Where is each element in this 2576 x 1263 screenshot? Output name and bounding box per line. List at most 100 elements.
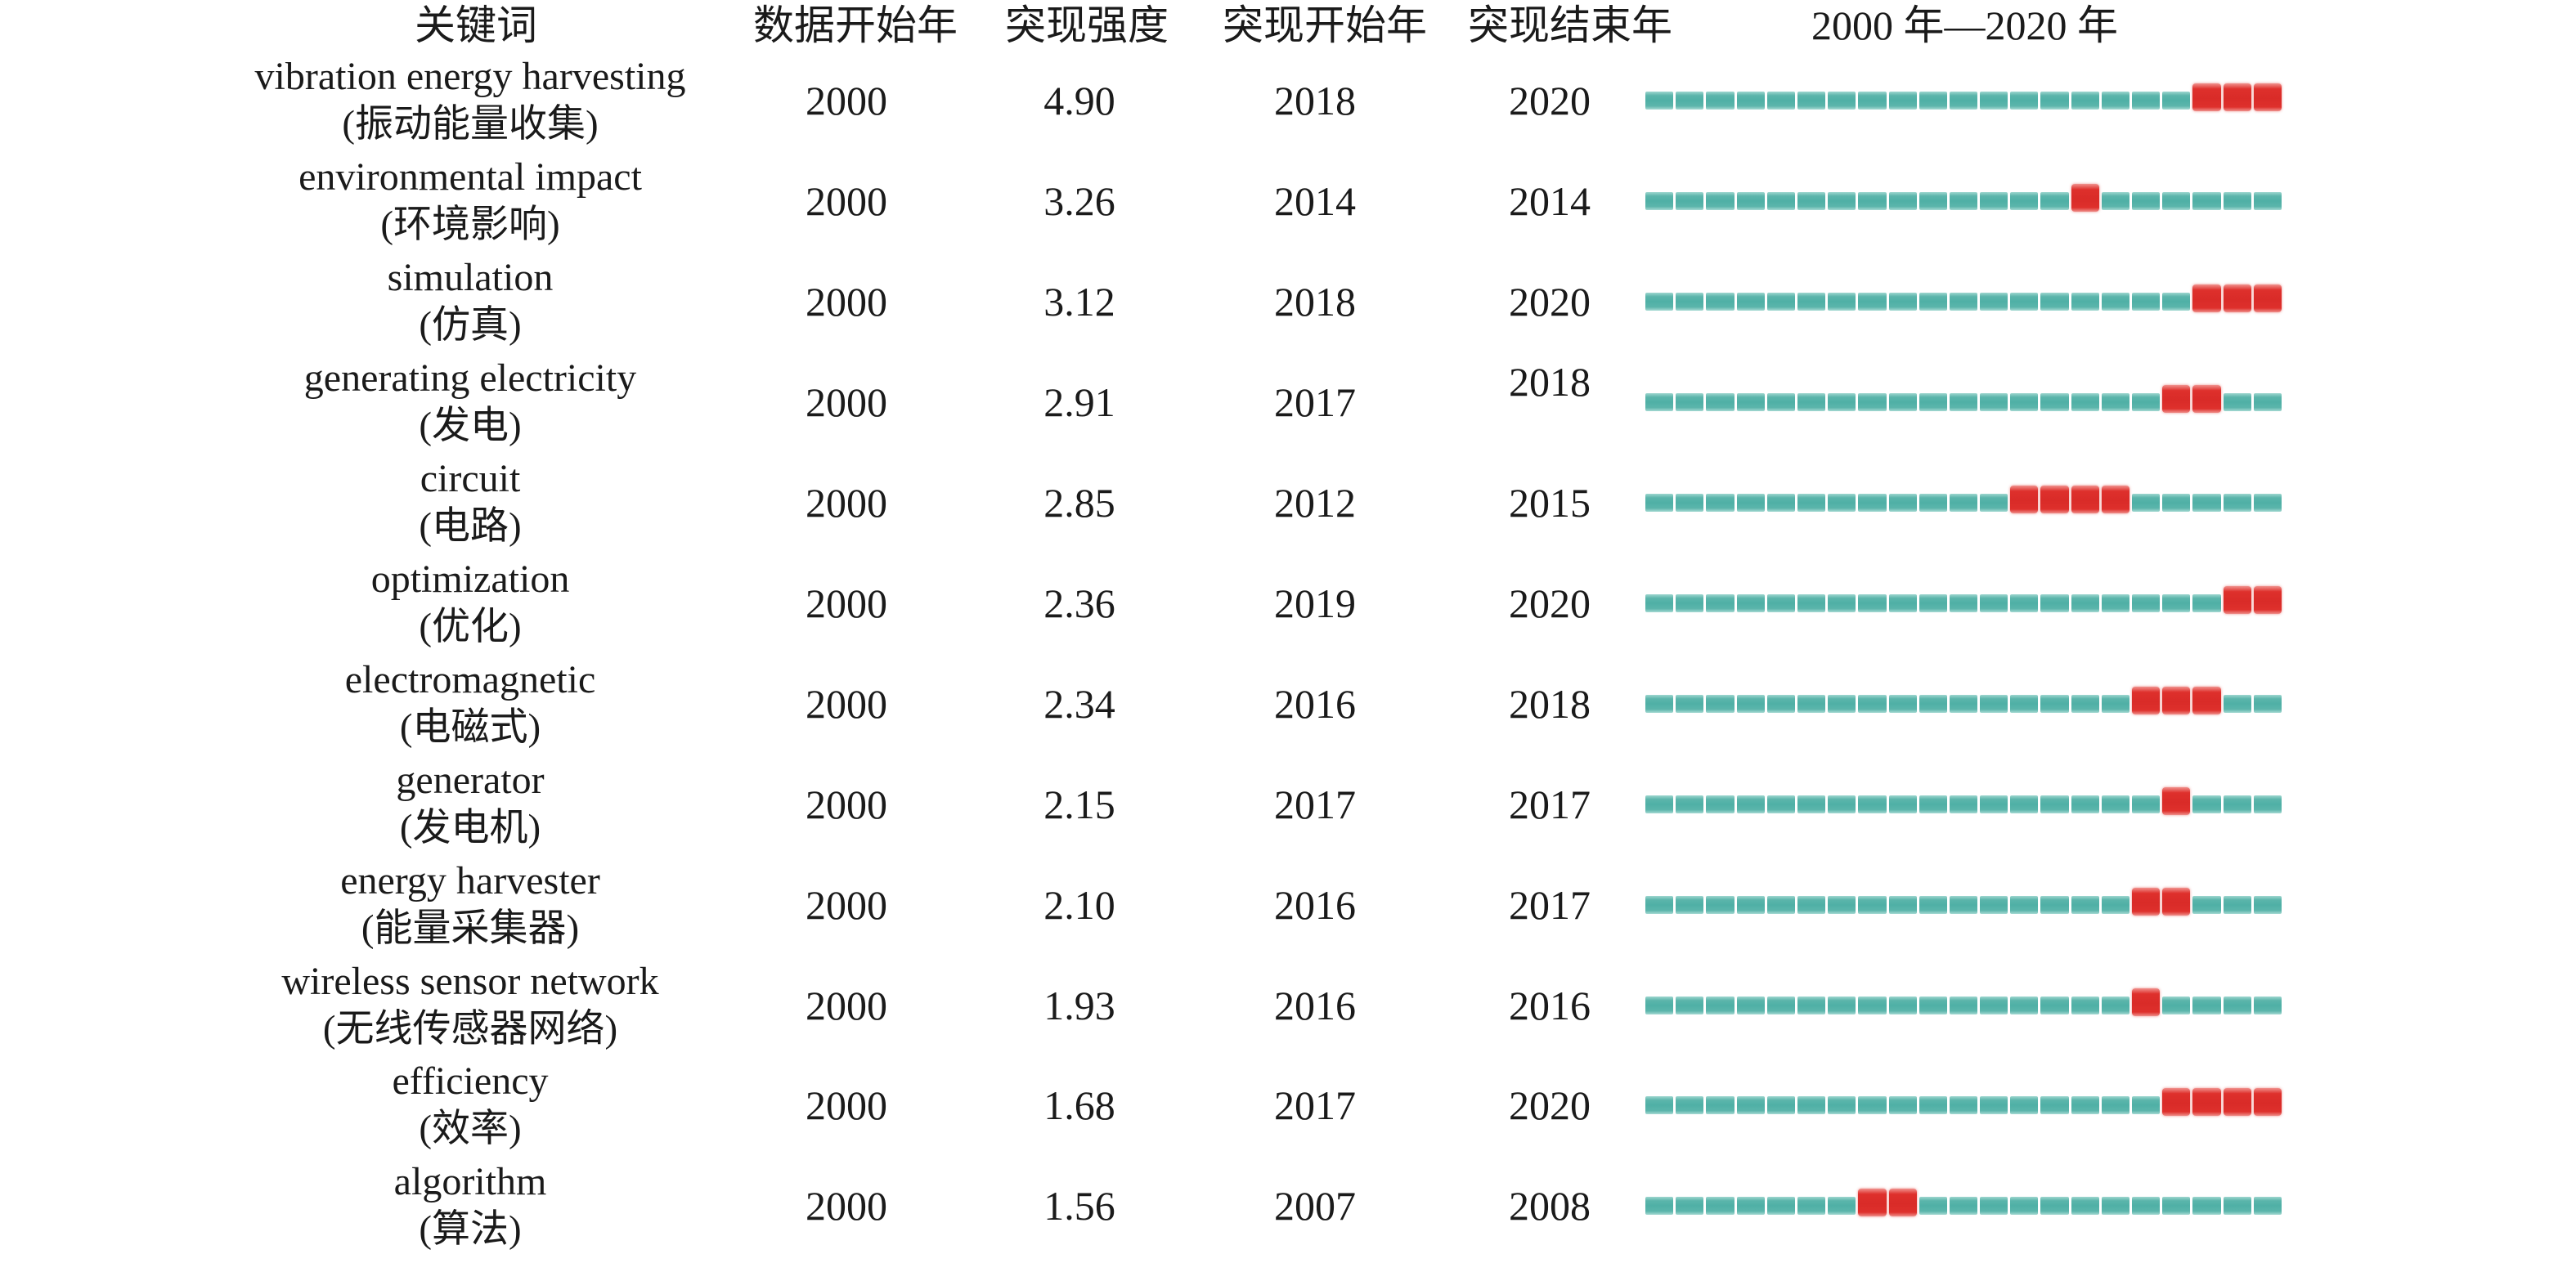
burst-timeline-bar <box>1645 854 2284 955</box>
timeline-segment-normal <box>1949 494 1978 513</box>
timeline-segment-normal <box>1949 393 1978 412</box>
timeline-segment-normal <box>1888 192 1917 211</box>
timeline-segment-normal <box>2253 895 2282 914</box>
timeline-segment-normal <box>2162 996 2191 1014</box>
timeline-segment-burst <box>2132 686 2161 714</box>
timeline-segment-normal <box>1736 293 1765 311</box>
timeline-segment-normal <box>1706 996 1735 1014</box>
data-start-year-value: 2000 <box>806 580 887 626</box>
burst-start-year-value: 2016 <box>1274 680 1356 727</box>
timeline-segment-normal <box>1888 1096 1917 1115</box>
timeline-segment-normal <box>1766 192 1795 211</box>
timeline-segment-normal <box>1919 795 1947 813</box>
timeline-segment-normal <box>1645 694 1674 713</box>
timeline-segment-normal <box>1676 895 1704 914</box>
burst-start-year-value: 2007 <box>1274 1183 1356 1229</box>
timeline-segment-burst <box>2223 83 2251 112</box>
timeline-segment-normal <box>2223 996 2251 1014</box>
timeline-segment-normal <box>1980 494 2008 513</box>
timeline-segment-burst <box>2253 1088 2282 1117</box>
timeline-segment-burst <box>1858 1189 1887 1217</box>
keyword-cell: generator (发电机) <box>123 754 818 854</box>
timeline-segment-normal <box>1980 895 2008 914</box>
timeline-segment-normal <box>2132 593 2161 612</box>
timeline-segment-normal <box>1858 895 1887 914</box>
column-header-burst-strength: 突现强度 <box>1005 2 1169 48</box>
timeline-segment-normal <box>2253 393 2282 412</box>
timeline-segment-normal <box>1949 694 1978 713</box>
keyword-cell: optimization (优化) <box>123 553 818 654</box>
burst-start-year-value: 2018 <box>1274 279 1356 325</box>
burst-strength-value: 2.10 <box>1043 881 1115 928</box>
table-row: energy harvester (能量采集器) 2000 2.10 2016 2017 <box>0 854 2576 955</box>
timeline-segment-normal <box>1766 1096 1795 1115</box>
timeline-segment-normal <box>1645 92 1674 110</box>
timeline-segment-normal <box>1797 393 1826 412</box>
timeline-segment-normal <box>1645 795 1674 813</box>
timeline-segment-normal <box>2040 393 2069 412</box>
timeline-segment-normal <box>2010 1197 2039 1216</box>
timeline-segment-normal <box>1858 1096 1887 1115</box>
timeline-segment-normal <box>1888 694 1917 713</box>
timeline-segment-burst <box>2162 686 2191 714</box>
data-start-year-value: 2000 <box>806 781 887 827</box>
timeline-segment-normal <box>2192 192 2221 211</box>
column-header-data-start-year: 数据开始年 <box>753 2 958 48</box>
timeline-segment-normal <box>2071 694 2099 713</box>
burst-end-year-value: 2017 <box>1427 854 1672 955</box>
burst-end-year-value: 2018 <box>1427 653 1672 754</box>
timeline-segment-normal <box>1828 593 1856 612</box>
burst-end-year-value: 2015 <box>1427 453 1672 553</box>
timeline-segment-normal <box>2071 996 2099 1014</box>
column-header-burst-end-year: 突现结束年 <box>1468 2 1672 48</box>
timeline-segment-normal <box>2132 1197 2161 1216</box>
burst-start-year-value: 2018 <box>1274 78 1356 124</box>
data-start-year-value: 2000 <box>806 178 887 225</box>
timeline-segment-normal <box>1766 593 1795 612</box>
timeline-segment-normal <box>1645 895 1674 914</box>
timeline-segment-normal <box>2162 593 2191 612</box>
burst-end-year-text: 2015 <box>1509 480 1591 526</box>
keyword-chinese: (能量采集器) <box>361 907 580 950</box>
timeline-segment-normal <box>1919 92 1947 110</box>
timeline-segment-normal <box>1919 1197 1947 1216</box>
table-row: efficiency (效率) 2000 1.68 2017 2020 <box>0 1055 2576 1156</box>
timeline-segment-normal <box>1949 1197 1978 1216</box>
timeline-segment-normal <box>1645 494 1674 513</box>
burst-timeline-bar <box>1645 1055 2284 1156</box>
keyword-chinese: (发电) <box>419 405 522 448</box>
timeline-segment-normal <box>1676 996 1704 1014</box>
timeline-segment-normal <box>1797 996 1826 1014</box>
timeline-segment-normal <box>1919 293 1947 311</box>
timeline-segment-normal <box>1766 494 1795 513</box>
timeline-segment-burst <box>2223 1088 2251 1117</box>
timeline-segment-normal <box>1949 895 1978 914</box>
timeline-segment-normal <box>1766 694 1795 713</box>
burst-strength-value: 1.56 <box>1043 1183 1115 1229</box>
timeline-segment-normal <box>2132 393 2161 412</box>
timeline-segment-normal <box>1766 795 1795 813</box>
timeline-segment-normal <box>1706 92 1735 110</box>
timeline-segment-normal <box>2132 92 2161 110</box>
timeline-segment-normal <box>1797 494 1826 513</box>
timeline-segment-normal <box>1706 593 1735 612</box>
burst-end-year-value: 2020 <box>1427 1055 1672 1156</box>
timeline-segment-burst <box>2192 686 2221 714</box>
burst-start-year-value: 2017 <box>1274 781 1356 827</box>
data-start-year-value: 2000 <box>806 279 887 325</box>
burst-end-year-value: 2008 <box>1427 1156 1672 1256</box>
timeline-segment-burst <box>2223 585 2251 614</box>
timeline-segment-normal <box>2071 795 2099 813</box>
timeline-segment-normal <box>2223 393 2251 412</box>
timeline-segment-normal <box>1766 1197 1795 1216</box>
keyword-cell: algorithm (算法) <box>123 1156 818 1256</box>
timeline-segment-normal <box>1797 895 1826 914</box>
keyword-cell: simulation (仿真) <box>123 252 818 352</box>
table-row: wireless sensor network (无线传感器网络) 2000 1.93… <box>0 955 2576 1055</box>
keyword-english: wireless sensor network <box>281 959 659 1003</box>
timeline-segment-normal <box>2010 694 2039 713</box>
timeline-segment-normal <box>2162 293 2191 311</box>
timeline-segment-normal <box>2101 192 2129 211</box>
timeline-segment-normal <box>1645 293 1674 311</box>
timeline-segment-normal <box>2192 996 2221 1014</box>
